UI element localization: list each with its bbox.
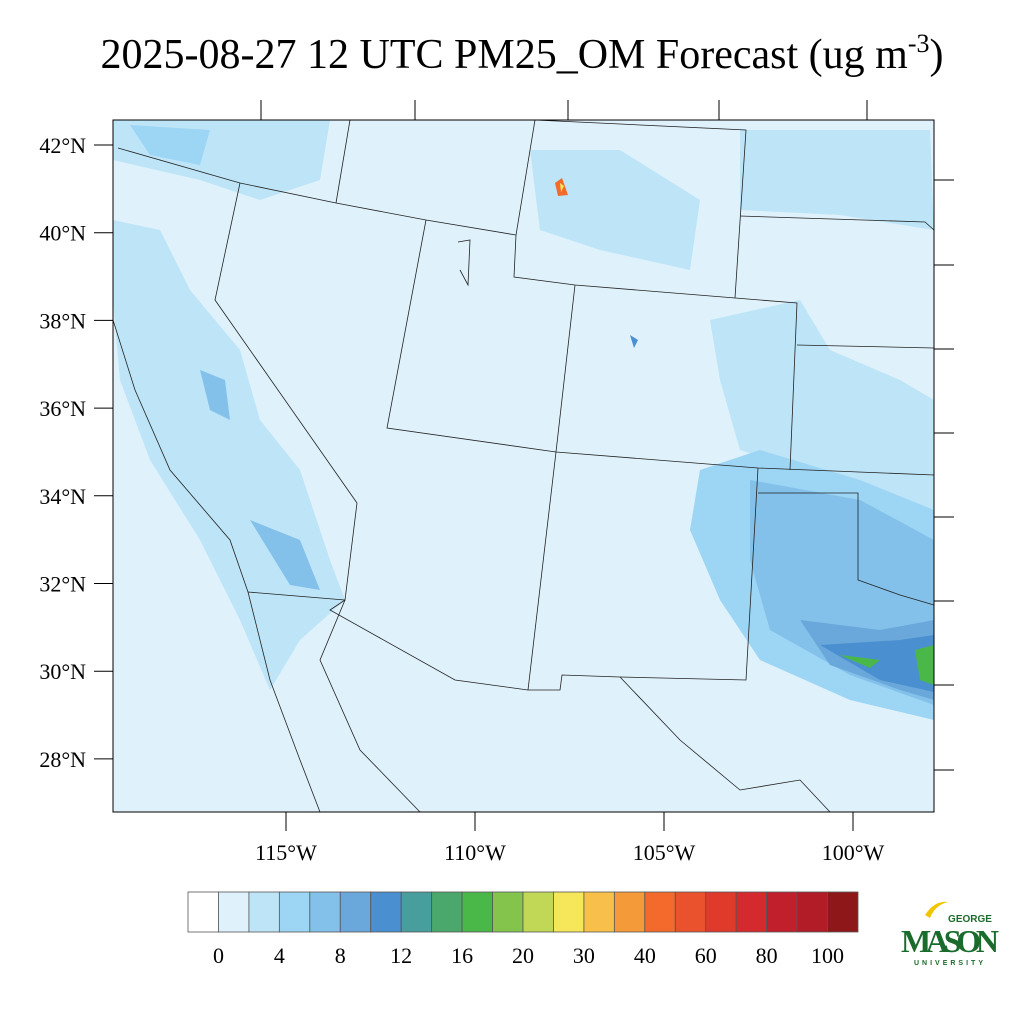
- lat-label: 34°N: [39, 484, 86, 509]
- frame-ticks: [94, 100, 954, 831]
- colorbar-swatch: [522, 891, 554, 933]
- lat-label: 28°N: [39, 747, 86, 772]
- logo-bottom: UNIVERSITY: [914, 960, 986, 967]
- map-field: [113, 120, 934, 812]
- title: 2025-08-27 12 UTC PM25_OM Forecast (ug m…: [101, 29, 944, 78]
- lat-label: 32°N: [39, 572, 86, 597]
- colorbar-swatch: [705, 891, 737, 933]
- colorbar-label: 20: [512, 943, 534, 968]
- colorbar-swatch: [766, 891, 798, 933]
- colorbar-swatch: [827, 891, 859, 933]
- colorbar-swatch: [218, 891, 250, 933]
- logo-main: MASON: [901, 923, 999, 959]
- colorbar-swatch: [492, 891, 524, 933]
- lat-label: 36°N: [39, 396, 86, 421]
- colorbar-swatch: [583, 891, 615, 933]
- colorbar-swatch: [370, 891, 402, 933]
- title-superscript: -3: [908, 29, 930, 58]
- colorbar: 0 4 8 12 16 20 30 40 60 80 100: [187, 891, 859, 968]
- colorbar-label: 4: [274, 943, 285, 968]
- boundaries: [112, 119, 935, 813]
- colorbar-swatch: [461, 891, 493, 933]
- title-main: 2025-08-27 12 UTC PM25_OM Forecast (ug m: [101, 32, 909, 78]
- colorbar-swatch: [309, 891, 341, 933]
- lon-label: 110°W: [444, 840, 506, 865]
- colorbar-swatch: [644, 891, 676, 933]
- colorbar-swatch: [735, 891, 768, 933]
- axis-labels: 42°N 40°N 38°N 36°N 34°N 32°N 30°N 28°N 115°W 110…: [39, 133, 884, 865]
- title-close: ): [929, 32, 943, 78]
- colorbar-swatch: [674, 891, 707, 933]
- colorbar-label: 80: [756, 943, 778, 968]
- lat-label: 42°N: [39, 133, 86, 158]
- colorbar-swatch: [553, 891, 585, 933]
- colorbar-label: 60: [695, 943, 717, 968]
- colorbar-label: 16: [451, 943, 473, 968]
- colorbar-swatch: [613, 891, 646, 933]
- colorbar-swatch: [796, 891, 828, 933]
- lat-label: 40°N: [39, 221, 86, 246]
- colorbar-swatch: [431, 891, 463, 933]
- logo-top: GEORGE: [948, 914, 992, 925]
- logo: GEORGE MASON UNIVERSITY: [901, 901, 999, 967]
- map-frame: [112, 119, 935, 813]
- lon-label: 105°W: [633, 840, 696, 865]
- colorbar-label: 40: [634, 943, 656, 968]
- lon-label: 115°W: [255, 840, 317, 865]
- colorbar-swatch: [248, 891, 280, 933]
- colorbar-swatch: [187, 891, 219, 933]
- colorbar-swatch: [278, 891, 311, 933]
- colorbar-label: 30: [573, 943, 595, 968]
- colorbar-label: 0: [213, 943, 224, 968]
- colorbar-label: 100: [811, 943, 844, 968]
- colorbar-swatch: [400, 891, 433, 933]
- colorbar-swatch: [339, 891, 372, 933]
- lat-label: 30°N: [39, 659, 86, 684]
- lat-label: 38°N: [39, 308, 86, 333]
- lon-label: 100°W: [822, 840, 885, 865]
- colorbar-label: 8: [335, 943, 346, 968]
- colorbar-label: 12: [390, 943, 412, 968]
